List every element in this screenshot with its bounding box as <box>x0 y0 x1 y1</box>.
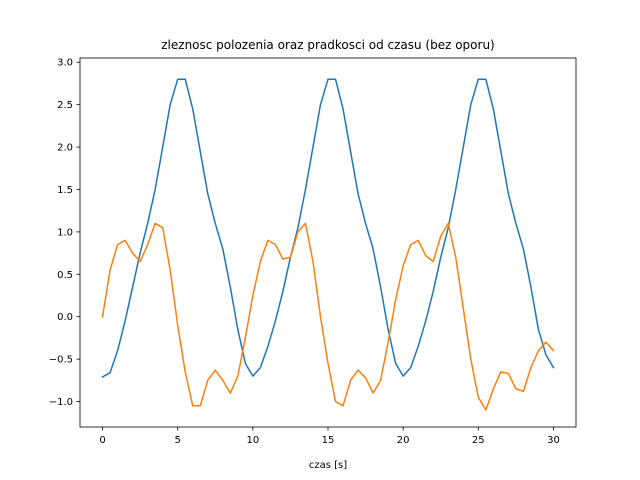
series-line-2 <box>101 222 555 411</box>
y-tick-label: 0.5 <box>57 270 73 281</box>
x-tick-label: 10 <box>246 435 259 446</box>
y-tick-label: 1.5 <box>57 185 73 196</box>
plot-area: 0 5 10 15 20 25 30 −1.0 −0.5 0.0 0.5 1.0 1.5 2.0 2.5 3.… <box>49 57 577 446</box>
y-tick-label: −0.5 <box>49 355 73 366</box>
y-tick-label: 2.5 <box>57 100 73 111</box>
x-tick-label: 30 <box>547 435 560 446</box>
x-axis-label: czas [s] <box>309 460 347 471</box>
y-tick-label: 1.0 <box>57 227 73 238</box>
series-line-1 <box>101 78 555 378</box>
x-tick-label: 5 <box>175 435 181 446</box>
x-tick-label: 25 <box>472 435 485 446</box>
y-tick-label: 2.0 <box>57 143 73 154</box>
y-tick-label: −1.0 <box>49 397 73 408</box>
y-tick-label: 3.0 <box>57 58 73 69</box>
x-tick-label: 15 <box>322 435 335 446</box>
y-tick-label: 0.0 <box>57 312 73 323</box>
x-tick-label: 0 <box>99 435 105 446</box>
x-tick-label: 20 <box>397 435 410 446</box>
chart-title: zleznosc polozenia oraz pradkosci od cza… <box>161 38 495 52</box>
